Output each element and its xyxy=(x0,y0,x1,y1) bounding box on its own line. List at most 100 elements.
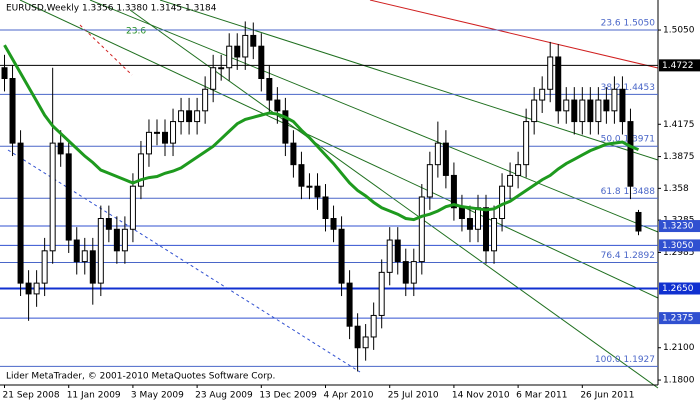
candle-body xyxy=(290,142,297,166)
x-tick-label: 25 Jul 2010 xyxy=(388,391,439,401)
candle-body xyxy=(33,282,40,295)
candle-body xyxy=(234,45,241,58)
candle-body xyxy=(370,314,377,338)
candle-body xyxy=(145,131,152,155)
price-level-label: 1.2375 xyxy=(662,314,694,324)
candle-body xyxy=(105,218,112,230)
candle-body xyxy=(129,185,136,230)
y-tick-label: 1.4175 xyxy=(663,120,695,130)
candle-body xyxy=(25,282,32,295)
candle-body xyxy=(250,34,257,47)
candle-body xyxy=(306,185,313,188)
candle-body xyxy=(531,99,538,123)
x-tick-label: 21 Sep 2008 xyxy=(3,391,60,401)
candle-body xyxy=(466,218,473,230)
candle-body xyxy=(89,250,96,284)
candle-body xyxy=(515,164,522,176)
candle-body xyxy=(491,218,498,252)
x-tick-label: 13 Dec 2009 xyxy=(259,391,317,401)
fib-label: 76.4 1.2892 xyxy=(601,251,655,261)
candle-body xyxy=(434,142,441,166)
trend-line xyxy=(159,0,659,161)
price-level-box xyxy=(659,312,700,325)
price-level-label: 1.2650 xyxy=(662,284,694,294)
candle-body xyxy=(81,250,88,263)
candle-body xyxy=(242,34,249,58)
candle-body xyxy=(170,121,177,144)
candle-body xyxy=(65,153,72,241)
x-tick-label: 6 Mar 2011 xyxy=(516,391,567,401)
x-tick-label: 23 Aug 2009 xyxy=(195,391,253,401)
y-tick-label: 1.1800 xyxy=(663,376,695,386)
price-level-box xyxy=(659,282,700,295)
candle-body xyxy=(426,164,433,198)
x-tick-label: 14 Nov 2010 xyxy=(452,391,510,401)
candle-body xyxy=(450,174,457,209)
candle-body xyxy=(635,211,642,232)
candle-body xyxy=(458,207,465,220)
trend-line xyxy=(7,149,361,373)
candle-body xyxy=(17,142,24,284)
candle-body xyxy=(587,99,594,123)
x-tick-label: 4 Apr 2010 xyxy=(324,391,374,401)
candle-body xyxy=(282,110,289,144)
candle-body xyxy=(611,88,618,112)
candle-body xyxy=(210,67,217,90)
candle-body xyxy=(338,228,345,284)
trend-line xyxy=(79,24,133,76)
candle-body xyxy=(547,56,554,90)
candle-body xyxy=(555,56,562,112)
candle-body xyxy=(330,218,337,230)
candle-body xyxy=(97,218,104,284)
candle-body xyxy=(394,239,401,263)
trend-line xyxy=(129,9,659,389)
candle-body xyxy=(627,121,634,187)
candle-body xyxy=(137,153,144,187)
x-tick-label: 3 May 2009 xyxy=(131,391,184,401)
candle-body xyxy=(298,164,305,187)
price-level-box xyxy=(659,59,700,72)
candle-body xyxy=(274,99,281,112)
candle-body xyxy=(9,78,16,144)
trend-line xyxy=(19,0,659,299)
candle-body xyxy=(194,110,201,123)
candle-body xyxy=(57,142,64,155)
candle-body xyxy=(226,45,233,69)
footer: Lider MetaTrader, © 2001-2010 MetaQuotes… xyxy=(6,372,275,382)
candle-body xyxy=(41,250,48,284)
fib-label: 61.8 1.3488 xyxy=(601,187,656,197)
y-tick-label: 1.3875 xyxy=(663,152,695,162)
candle-body xyxy=(354,325,361,349)
candle-body xyxy=(153,131,160,134)
price-level-box xyxy=(659,239,700,252)
candle-body xyxy=(563,99,570,112)
candle-body xyxy=(266,78,273,101)
candle-body xyxy=(314,185,321,198)
price-level-label: 1.4722 xyxy=(662,61,694,71)
candle-body xyxy=(595,99,602,123)
candle-body xyxy=(322,196,329,220)
y-tick-label: 1.2985 xyxy=(663,248,695,258)
candle-body xyxy=(113,228,120,252)
price-level-label: 1.3230 xyxy=(662,222,694,232)
candle-body xyxy=(49,142,56,252)
y-tick-label: 1.2100 xyxy=(663,343,695,353)
trend-lines xyxy=(7,0,659,389)
trend-line xyxy=(89,0,659,233)
candle-body xyxy=(1,67,8,80)
candle-body xyxy=(178,110,185,123)
candle-body xyxy=(523,121,530,166)
candle-body xyxy=(346,282,353,327)
candle-body xyxy=(218,67,225,70)
x-tick-label: 11 Jan 2009 xyxy=(67,391,121,401)
moving-average xyxy=(3,44,640,222)
fib-label: 38.2 1.4453 xyxy=(601,83,655,93)
chart-title: EURUSD,Weekly 1.3356 1.3380 1.3145 1.318… xyxy=(6,4,217,14)
candle-body xyxy=(539,88,546,101)
price-level-box xyxy=(659,220,700,233)
candle-body xyxy=(418,196,425,263)
trend-line xyxy=(369,0,659,69)
candle-body xyxy=(571,99,578,123)
candle-body xyxy=(402,261,409,284)
